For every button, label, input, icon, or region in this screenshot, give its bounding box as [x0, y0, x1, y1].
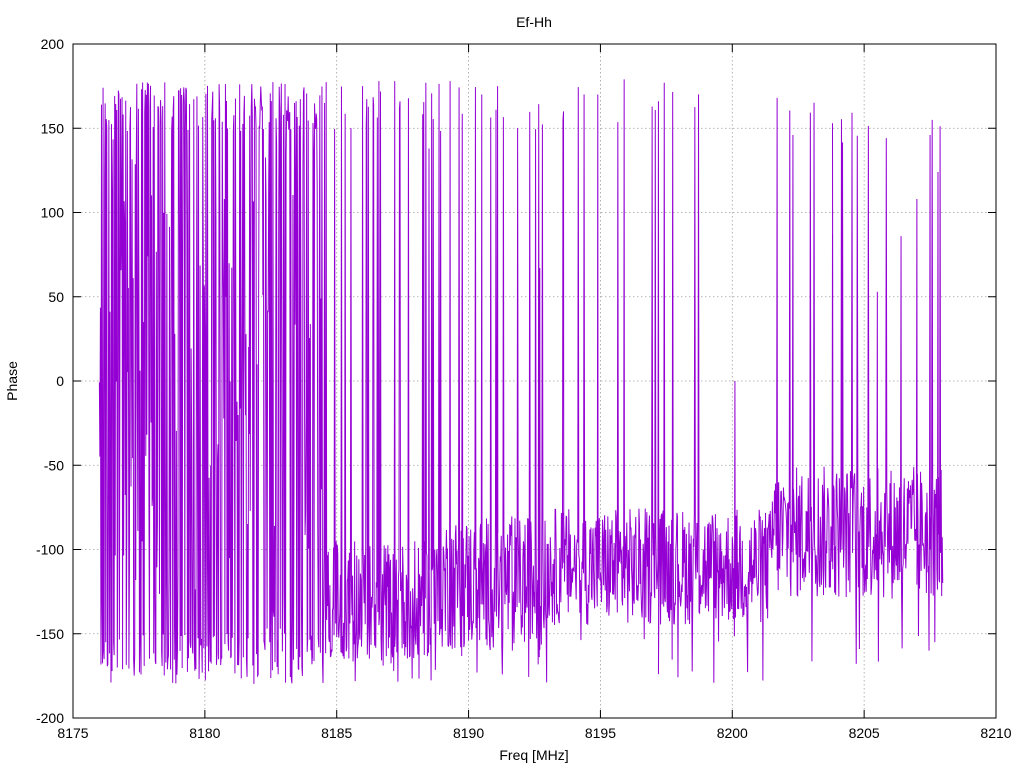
y-tick-label: -150: [36, 626, 64, 642]
y-tick-labels: -200 -150 -100 -50 0 50 100 150 200: [36, 36, 64, 726]
x-tick-label: 8205: [849, 725, 880, 741]
x-tick-label: 8195: [585, 725, 616, 741]
phase-series-line: [98, 79, 944, 684]
series-group: [98, 79, 944, 684]
y-tick-label: -100: [36, 542, 64, 558]
y-axis-label: Phase: [4, 361, 20, 401]
y-tick-label: 150: [41, 120, 65, 136]
x-tick-labels: 8175 8180 8185 8190 8195 8200 8205 8210: [57, 725, 1011, 741]
plot-frame: [72, 43, 997, 719]
x-tick-label: 8185: [321, 725, 352, 741]
x-tick-label: 8190: [453, 725, 484, 741]
y-tick-label: -200: [36, 710, 64, 726]
x-tick-label: 8200: [717, 725, 748, 741]
chart-title: Ef-Hh: [516, 14, 552, 30]
y-tick-label: 200: [41, 36, 65, 52]
y-tick-label: -50: [44, 457, 64, 473]
x-tick-label: 8175: [57, 725, 88, 741]
y-tick-label: 50: [48, 289, 64, 305]
x-axis-label: Freq [MHz]: [499, 747, 568, 763]
x-tick-label: 8210: [980, 725, 1011, 741]
y-tick-label: 100: [41, 205, 65, 221]
x-tick-label: 8180: [189, 725, 220, 741]
y-tick-label: 0: [56, 373, 64, 389]
grid: [73, 44, 996, 718]
